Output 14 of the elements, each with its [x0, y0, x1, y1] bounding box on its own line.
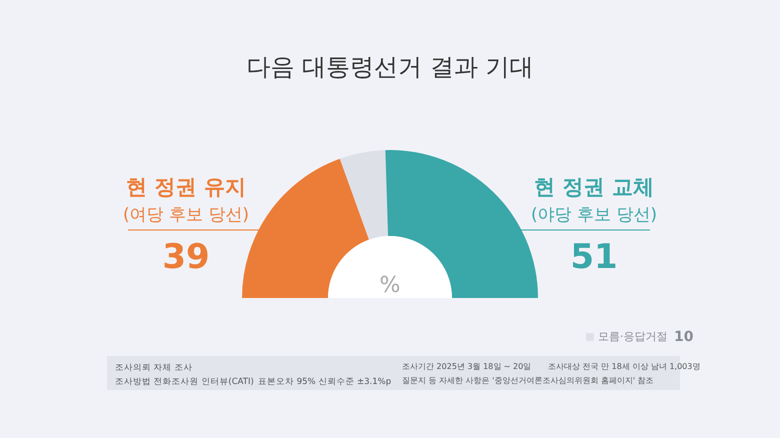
- text: 질문지 등 자세한 사항은 '중앙선거여론조사심의위원회 홈페이지' 참조: [402, 376, 654, 385]
- text: 조사의뢰 자체 조사: [115, 363, 192, 373]
- text: %: [380, 273, 400, 298]
- slice-label: 현 정권 교체 (야당 후보 당선): [530, 175, 658, 225]
- data-label: 10: [674, 329, 694, 345]
- legend-label: 모름·응답거절: [598, 330, 668, 343]
- text: 조사방법 전화조사원 인터뷰(CATI): [115, 377, 254, 387]
- chart-title: 다음 대통령선거 결과 기대: [246, 53, 534, 81]
- text: 조사대상 전국 만 18세 이상 남녀 1,003명: [548, 362, 700, 371]
- data-label: 51: [570, 237, 618, 277]
- slice-label: 현 정권 유지 (여당 후보 당선): [122, 175, 250, 225]
- data-label: 39: [162, 237, 210, 277]
- text: 조사기간 2025년 3월 18일 ~ 20일: [402, 362, 532, 371]
- text: 표본오차 95% 신뢰수준 ±3.1%p: [258, 377, 392, 387]
